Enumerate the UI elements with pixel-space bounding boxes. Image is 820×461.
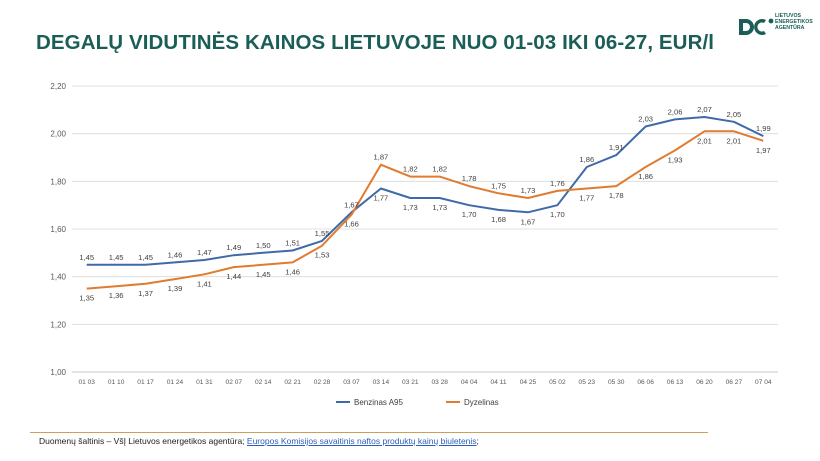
x-tick-label: 03 07 bbox=[343, 379, 360, 386]
data-label: 1,35 bbox=[79, 294, 94, 303]
x-tick-label: 06 06 bbox=[637, 379, 654, 386]
agency-logo-icon bbox=[739, 18, 774, 35]
source-prefix: Duomenų šaltinis – VšĮ Lietuvos energeti… bbox=[39, 436, 247, 446]
legend-label: Benzinas A95 bbox=[354, 398, 403, 407]
data-source: Duomenų šaltinis – VšĮ Lietuvos energeti… bbox=[39, 436, 479, 446]
x-tick-label: 06 13 bbox=[667, 379, 684, 386]
data-label: 2,01 bbox=[697, 136, 712, 145]
data-label: 1,73 bbox=[403, 203, 418, 212]
data-label: 1,93 bbox=[668, 155, 683, 164]
x-tick-label: 01 10 bbox=[108, 379, 125, 386]
x-tick-label: 06 27 bbox=[726, 379, 743, 386]
data-label: 2,03 bbox=[638, 115, 653, 124]
data-label: 1,47 bbox=[197, 248, 212, 257]
logo-line: AGENTŪRA bbox=[775, 25, 805, 31]
logo-line: LIETUVOS bbox=[775, 13, 801, 19]
data-label: 1,99 bbox=[756, 124, 771, 133]
data-label: 1,70 bbox=[550, 210, 565, 219]
x-tick-label: 03 21 bbox=[402, 379, 419, 386]
data-label: 1,66 bbox=[344, 220, 359, 229]
data-label: 2,07 bbox=[697, 105, 712, 114]
data-label: 1,82 bbox=[403, 165, 418, 174]
data-label: 1,53 bbox=[315, 251, 330, 260]
data-label: 1,50 bbox=[256, 241, 271, 250]
y-tick-label: 2,00 bbox=[50, 130, 66, 139]
x-tick-label: 01 31 bbox=[196, 379, 213, 386]
data-label: 1,39 bbox=[168, 284, 183, 293]
data-label: 1,86 bbox=[579, 155, 594, 164]
data-label: 1,37 bbox=[138, 289, 153, 298]
y-tick-label: 1,40 bbox=[50, 273, 66, 282]
series-line-benzinas bbox=[86, 116, 764, 266]
data-label: 1,45 bbox=[138, 253, 153, 262]
data-label: 1,67 bbox=[344, 200, 359, 209]
data-label: 1,45 bbox=[79, 253, 94, 262]
data-label: 1,78 bbox=[462, 174, 477, 183]
x-tick-label: 04 25 bbox=[520, 379, 537, 386]
data-label: 1,76 bbox=[550, 179, 565, 188]
y-tick-label: 1,80 bbox=[50, 177, 66, 186]
logo-line: ENERGETIKOS bbox=[775, 19, 813, 25]
x-tick-label: 03 28 bbox=[431, 379, 448, 386]
x-tick-label: 04 11 bbox=[491, 379, 507, 386]
data-label: 1,45 bbox=[109, 253, 124, 262]
data-label: 1,86 bbox=[638, 172, 653, 181]
data-label: 1,68 bbox=[491, 215, 506, 224]
x-tick-label: 04 04 bbox=[461, 379, 478, 386]
x-tick-label: 06 20 bbox=[696, 379, 713, 386]
logo-text: LIETUVOS ENERGETIKOS AGENTŪRA bbox=[775, 13, 813, 31]
data-label: 1,75 bbox=[491, 181, 506, 190]
y-tick-label: 1,00 bbox=[50, 368, 66, 377]
x-tick-label: 01 17 bbox=[137, 379, 154, 386]
x-tick-label: 02 21 bbox=[284, 379, 301, 386]
data-label: 1,49 bbox=[226, 243, 241, 252]
x-tick-label: 02 28 bbox=[314, 379, 331, 386]
x-tick-label: 05 30 bbox=[608, 379, 625, 386]
data-label: 1,73 bbox=[521, 186, 536, 195]
data-label: 1,87 bbox=[373, 153, 388, 162]
data-label: 1,55 bbox=[315, 229, 330, 238]
data-label: 1,46 bbox=[168, 250, 183, 259]
y-tick-label: 1,60 bbox=[50, 225, 66, 234]
x-tick-label: 03 14 bbox=[373, 379, 390, 386]
page-title: DEGALŲ VIDUTINĖS KAINOS LIETUVOJE NUO 01… bbox=[36, 31, 715, 54]
data-label: 1,91 bbox=[609, 143, 624, 152]
data-label: 1,77 bbox=[579, 193, 594, 202]
x-tick-label: 01 03 bbox=[78, 379, 95, 386]
data-label: 1,46 bbox=[285, 267, 300, 276]
data-label: 1,70 bbox=[462, 210, 477, 219]
x-tick-label: 05 02 bbox=[549, 379, 566, 386]
data-label: 1,97 bbox=[756, 146, 771, 155]
data-label: 1,67 bbox=[521, 217, 536, 226]
x-tick-label: 07 04 bbox=[755, 379, 772, 386]
data-label: 1,41 bbox=[197, 279, 212, 288]
footer-divider bbox=[30, 432, 708, 433]
series-line-dyzelinas bbox=[86, 130, 764, 290]
y-tick-label: 1,20 bbox=[50, 320, 66, 329]
data-label: 1,44 bbox=[226, 272, 241, 281]
source-suffix: ; bbox=[476, 436, 479, 446]
data-label: 1,77 bbox=[373, 193, 388, 202]
x-tick-label: 02 14 bbox=[255, 379, 272, 386]
data-label: 1,45 bbox=[256, 270, 271, 279]
legend-label: Dyzelinas bbox=[464, 398, 499, 407]
data-label: 2,06 bbox=[668, 107, 683, 116]
x-tick-label: 02 07 bbox=[226, 379, 243, 386]
data-label: 1,36 bbox=[109, 291, 124, 300]
fuel-price-chart: 1,00 1,20 1,40 1,60 1,80 2,00 2,20 01 03 01 10 01… bbox=[50, 82, 778, 407]
data-label: 1,82 bbox=[432, 165, 447, 174]
data-label: 2,01 bbox=[726, 136, 741, 145]
source-link[interactable]: Europos Komisijos savaitinis naftos prod… bbox=[246, 436, 477, 446]
x-tick-label: 01 24 bbox=[167, 379, 184, 386]
data-label: 1,78 bbox=[609, 191, 624, 200]
x-tick-label: 05 23 bbox=[579, 379, 596, 386]
y-tick-label: 2,20 bbox=[50, 82, 66, 91]
data-label: 1,73 bbox=[432, 203, 447, 212]
data-label: 2,05 bbox=[726, 110, 741, 119]
data-label: 1,51 bbox=[285, 238, 300, 247]
